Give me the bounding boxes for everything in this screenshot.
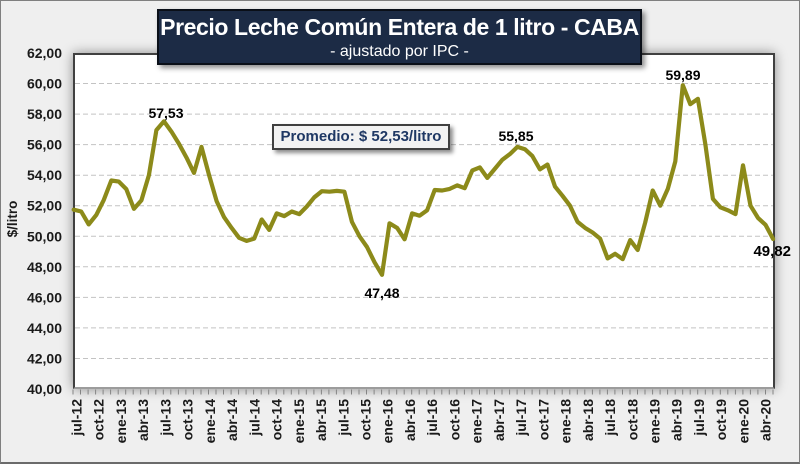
svg-text:jul-19: jul-19 — [691, 399, 707, 437]
svg-text:oct-13: oct-13 — [180, 399, 196, 440]
svg-text:ene-17: ene-17 — [469, 399, 485, 444]
svg-text:54,00: 54,00 — [27, 167, 62, 183]
svg-text:42,00: 42,00 — [27, 351, 62, 367]
svg-text:abr-18: abr-18 — [580, 399, 596, 441]
svg-text:oct-17: oct-17 — [535, 399, 551, 440]
svg-text:40,00: 40,00 — [27, 381, 62, 397]
svg-text:oct-16: oct-16 — [446, 399, 462, 440]
svg-text:oct-14: oct-14 — [269, 399, 285, 440]
svg-text:56,00: 56,00 — [27, 137, 62, 153]
svg-text:oct-18: oct-18 — [624, 399, 640, 440]
svg-text:55,85: 55,85 — [498, 128, 533, 144]
svg-text:ene-15: ene-15 — [291, 399, 307, 444]
svg-text:abr-20: abr-20 — [758, 399, 774, 441]
svg-text:48,00: 48,00 — [27, 259, 62, 275]
svg-text:jul-16: jul-16 — [424, 399, 440, 437]
svg-text:abr-14: abr-14 — [224, 399, 240, 441]
svg-text:jul-12: jul-12 — [69, 399, 85, 437]
svg-text:57,53: 57,53 — [148, 105, 183, 121]
svg-text:oct-12: oct-12 — [91, 399, 107, 440]
svg-text:$/litro: $/litro — [5, 201, 20, 238]
svg-text:jul-15: jul-15 — [335, 399, 351, 437]
svg-text:abr-16: abr-16 — [402, 399, 418, 441]
svg-text:jul-13: jul-13 — [157, 399, 173, 437]
svg-text:52,00: 52,00 — [27, 198, 62, 214]
svg-text:46,00: 46,00 — [27, 289, 62, 305]
svg-text:jul-14: jul-14 — [246, 399, 262, 437]
svg-text:60,00: 60,00 — [27, 76, 62, 92]
svg-text:62,00: 62,00 — [27, 45, 62, 61]
svg-text:58,00: 58,00 — [27, 106, 62, 122]
svg-text:abr-13: abr-13 — [135, 399, 151, 441]
svg-text:ene-16: ene-16 — [380, 399, 396, 444]
svg-text:47,48: 47,48 — [364, 285, 399, 301]
svg-text:oct-19: oct-19 — [713, 399, 729, 440]
svg-text:ene-13: ene-13 — [113, 399, 129, 444]
svg-text:ene-19: ene-19 — [647, 399, 663, 444]
svg-text:abr-15: abr-15 — [313, 399, 329, 441]
svg-text:jul-17: jul-17 — [513, 399, 529, 437]
svg-text:ene-14: ene-14 — [202, 399, 218, 444]
svg-text:abr-19: abr-19 — [669, 399, 685, 441]
svg-text:59,89: 59,89 — [665, 67, 700, 83]
svg-text:49,82: 49,82 — [753, 243, 791, 260]
svg-text:ene-20: ene-20 — [735, 399, 751, 444]
svg-text:44,00: 44,00 — [27, 320, 62, 336]
svg-text:jul-18: jul-18 — [602, 399, 618, 437]
svg-text:50,00: 50,00 — [27, 228, 62, 244]
svg-text:oct-15: oct-15 — [358, 399, 374, 440]
svg-text:abr-17: abr-17 — [491, 399, 507, 441]
svg-text:ene-18: ene-18 — [558, 399, 574, 444]
